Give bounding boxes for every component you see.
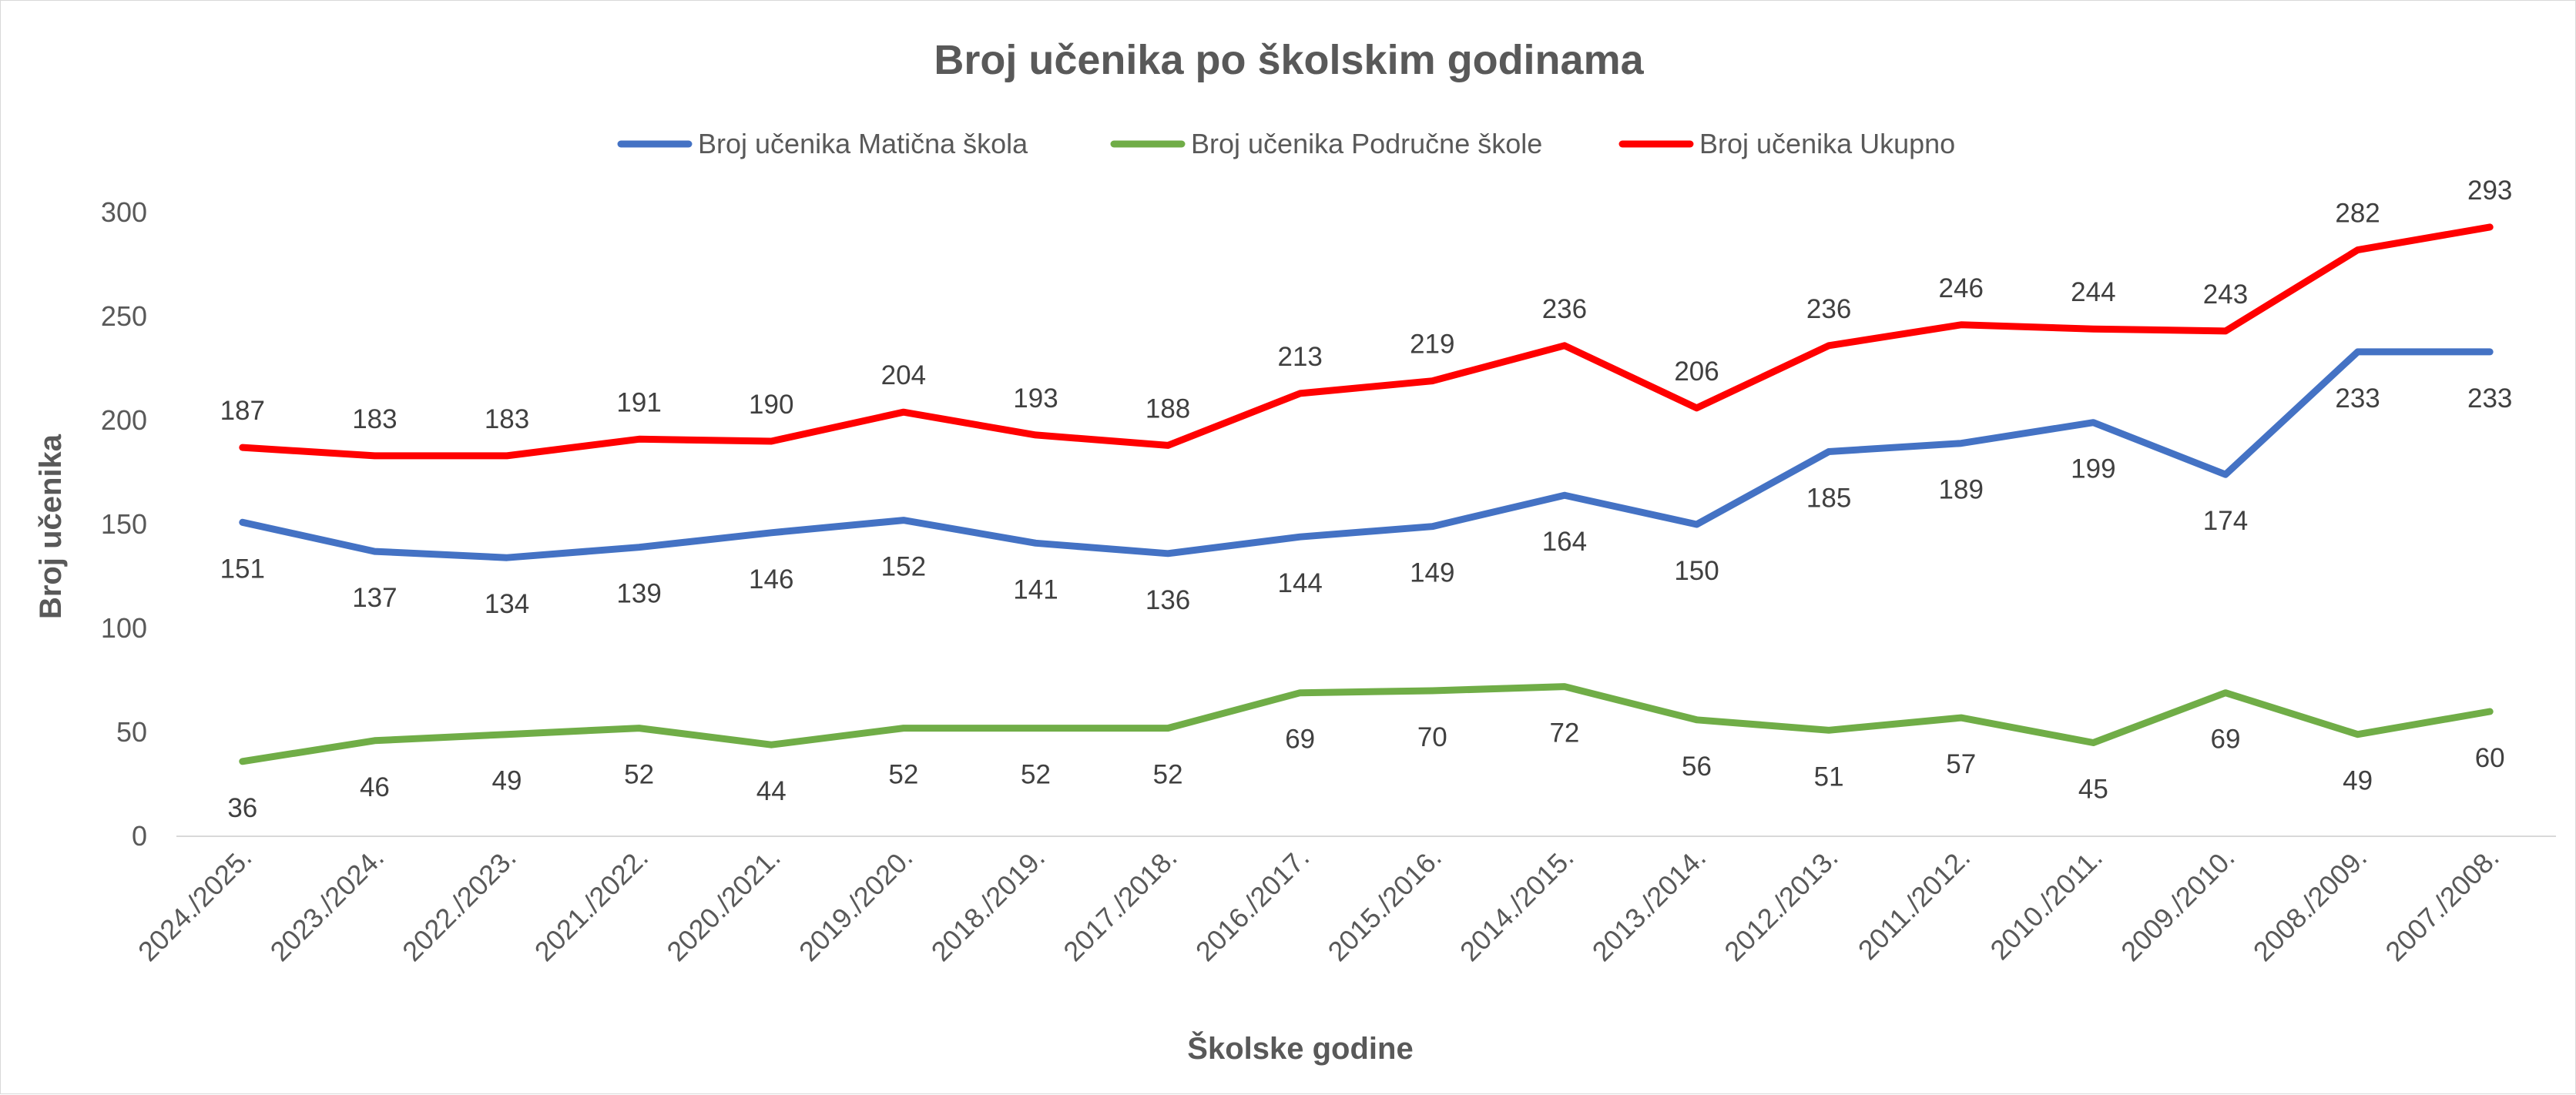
data-label: 72	[1549, 718, 1579, 748]
series-line-0	[239, 348, 2494, 561]
data-label: 69	[2211, 725, 2241, 755]
y-tick-label: 100	[101, 612, 147, 644]
x-tick-label: 2018./2019.	[925, 842, 1051, 967]
x-tick-label: 2010./2011.	[1984, 842, 2108, 966]
y-tick-label: 200	[101, 404, 147, 436]
data-label: 219	[1410, 330, 1454, 360]
data-label: 60	[2475, 743, 2505, 773]
data-label: 45	[2078, 775, 2108, 805]
x-tick-label: 2011./2012.	[1852, 842, 1977, 966]
data-label: 193	[1013, 383, 1058, 414]
data-label: 233	[2335, 383, 2380, 414]
data-label: 282	[2335, 199, 2380, 229]
data-label: 49	[492, 766, 522, 796]
data-label: 236	[1542, 294, 1587, 324]
data-label: 244	[2071, 277, 2115, 307]
data-label: 174	[2203, 506, 2248, 536]
data-label: 56	[1682, 752, 1712, 782]
data-label: 46	[360, 772, 390, 802]
data-label: 146	[749, 564, 793, 594]
y-tick-label: 0	[132, 820, 147, 852]
data-label: 52	[1153, 760, 1183, 790]
data-label: 183	[485, 404, 529, 434]
data-label: 69	[1285, 725, 1315, 755]
y-axis-title: Broj učenika	[34, 434, 68, 619]
legend: Broj učenika Matična škola Broj učenika P…	[617, 128, 1955, 159]
data-label: 243	[2203, 280, 2248, 310]
x-tick-label: 2007./2008.	[2379, 842, 2504, 967]
x-tick-label: 2019./2020.	[793, 842, 918, 967]
x-tick-label: 2013./2014.	[1586, 842, 1712, 967]
x-tick-label: 2017./2018.	[1057, 842, 1182, 967]
legend-label-2: Broj učenika Ukupno	[1699, 128, 1955, 159]
y-tick-label: 300	[101, 196, 147, 228]
data-label: 70	[1417, 722, 1447, 752]
data-label: 206	[1674, 357, 1719, 387]
data-labels: 151 137 134 139 146 152 141 136 144 149 164 150 185 1…	[220, 176, 2513, 823]
x-tick-label: 2015./2016.	[1321, 842, 1447, 967]
x-tick-label: 2020./2021.	[660, 842, 786, 967]
x-tick-label: 2021./2022.	[528, 842, 654, 967]
x-tick-label: 2014./2015.	[1454, 842, 1579, 967]
data-label: 49	[2343, 766, 2373, 796]
data-label: 293	[2467, 176, 2512, 206]
data-label: 236	[1806, 294, 1851, 324]
chart-title: Broj učenika po školskim godinama	[934, 37, 1644, 83]
data-label: 233	[2467, 383, 2512, 414]
y-tick-label: 150	[101, 508, 147, 540]
data-label: 187	[220, 396, 265, 426]
legend-label-1: Broj učenika Područne škole	[1191, 128, 1542, 159]
legend-label-0: Broj učenika Matična škola	[698, 128, 1028, 159]
data-label: 52	[624, 760, 654, 790]
data-label: 44	[756, 776, 787, 806]
y-tick-label: 50	[116, 716, 147, 748]
data-label: 136	[1145, 585, 1190, 615]
series-line-1	[239, 683, 2494, 765]
data-label: 144	[1277, 568, 1322, 598]
x-tick-label: 2009./2010.	[2115, 842, 2240, 967]
data-label: 151	[220, 554, 265, 584]
data-label: 152	[881, 552, 926, 582]
data-label: 134	[485, 589, 529, 619]
data-label: 199	[2071, 454, 2115, 484]
x-tick-label: 2023./2024.	[264, 842, 390, 967]
series-line-2	[239, 223, 2494, 460]
data-label: 149	[1410, 558, 1454, 588]
data-label: 51	[1814, 762, 1844, 792]
data-label: 204	[881, 360, 926, 390]
data-label: 139	[616, 579, 661, 609]
data-label: 52	[1021, 760, 1051, 790]
x-tick-label: 2024./2025.	[132, 842, 257, 967]
data-label: 183	[352, 404, 397, 434]
x-axis-ticks: 2024./2025. 2023./2024. 2022./2023. 2021./2…	[132, 842, 2505, 967]
data-label: 246	[1939, 273, 1984, 303]
y-axis-ticks: 0 50 100 150 200 250 300	[101, 196, 147, 852]
data-label: 188	[1145, 393, 1190, 424]
data-label: 141	[1013, 574, 1058, 604]
data-label: 150	[1674, 556, 1719, 586]
data-label: 185	[1806, 484, 1851, 514]
data-label: 52	[888, 760, 918, 790]
data-label: 137	[352, 583, 397, 613]
x-tick-label: 2012./2013.	[1718, 842, 1843, 967]
data-label: 164	[1542, 527, 1587, 557]
data-label: 190	[749, 390, 793, 420]
data-label: 213	[1277, 342, 1322, 372]
y-tick-label: 250	[101, 300, 147, 332]
x-axis-title: Školske godine	[1187, 1030, 1413, 1066]
data-label: 191	[616, 387, 661, 417]
x-tick-label: 2008./2009.	[2247, 842, 2373, 967]
x-tick-label: 2022./2023.	[396, 842, 522, 967]
data-label: 36	[227, 793, 257, 823]
x-tick-label: 2016./2017.	[1189, 842, 1315, 967]
data-label: 189	[1939, 475, 1984, 505]
data-label: 57	[1946, 749, 1976, 779]
series-lines	[239, 223, 2494, 765]
